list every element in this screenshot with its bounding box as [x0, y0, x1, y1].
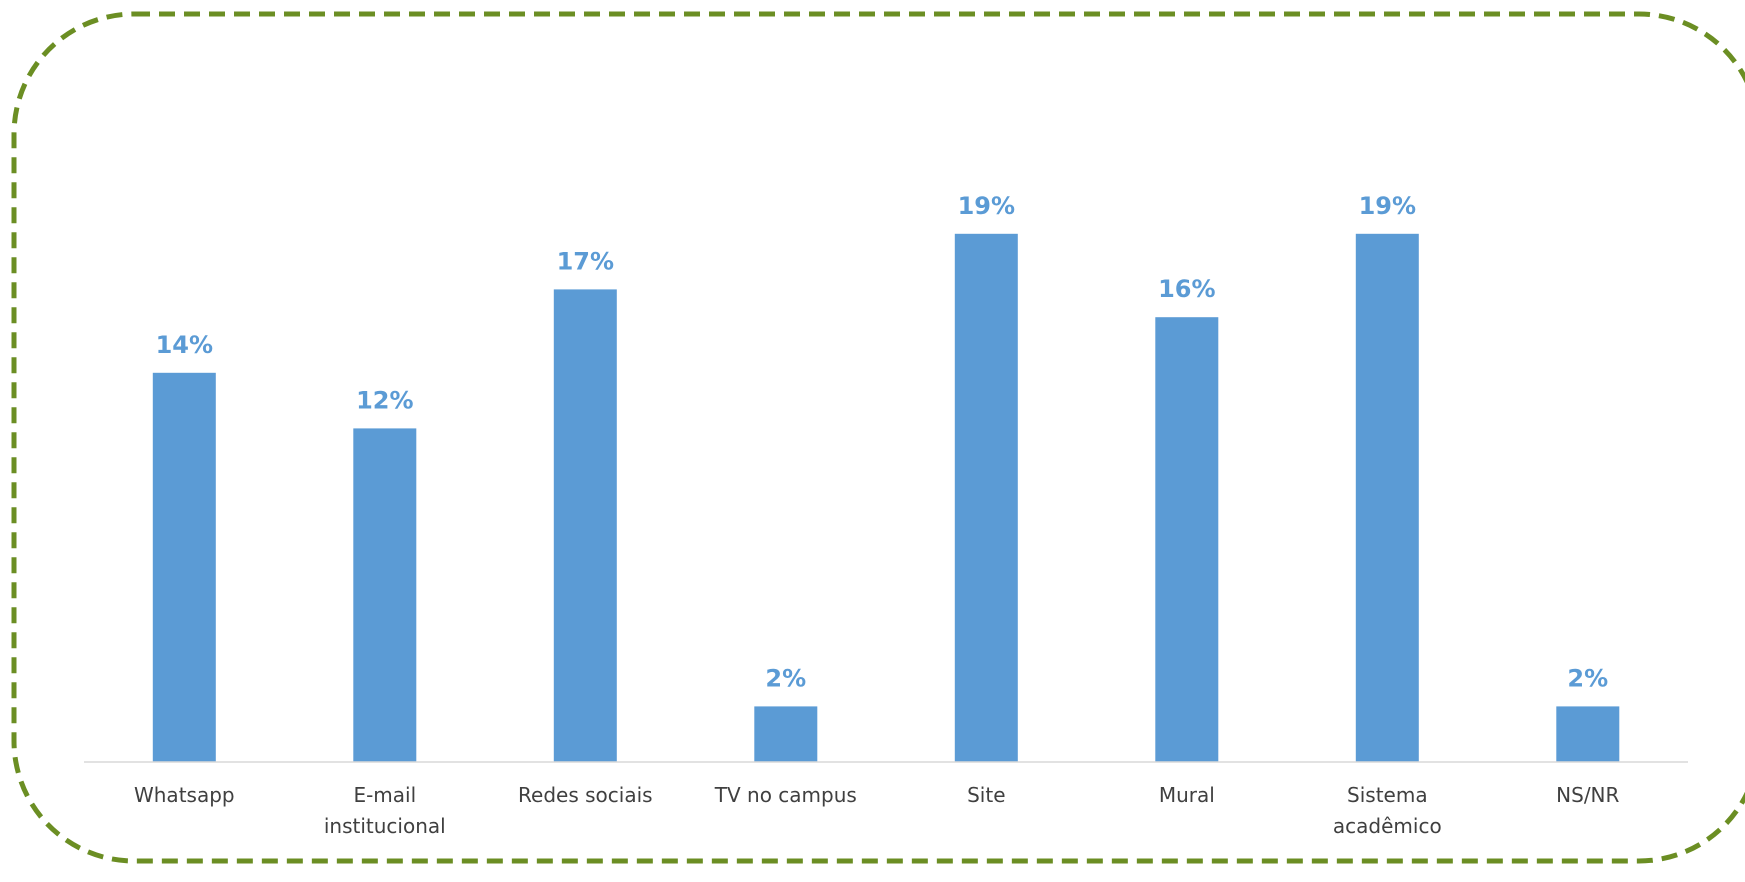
value-label: 12%: [356, 386, 413, 414]
value-labels-group: 14% 12% 17% 2% 19% 16% 19% 2%: [156, 192, 1609, 693]
value-label: 2%: [765, 664, 806, 692]
bar: [1556, 706, 1620, 762]
category-label-line: Sistema: [1347, 783, 1428, 807]
category-label-line: Redes sociais: [518, 783, 653, 807]
category-label-line: institucional: [324, 814, 446, 838]
value-label: 17%: [557, 247, 614, 275]
value-label: 19%: [1359, 192, 1416, 220]
category-label: Redes sociais: [518, 783, 653, 807]
category-label: E-mail institucional: [324, 783, 446, 838]
category-labels-group: Whatsapp E-mail institucional Redes sociais…: [134, 783, 1620, 838]
value-label: 14%: [156, 331, 213, 359]
bar: [1355, 233, 1419, 763]
category-label: Whatsapp: [134, 783, 235, 807]
category-label-line: NS/NR: [1556, 783, 1619, 807]
bar: [1155, 317, 1219, 762]
bar: [353, 428, 417, 762]
value-label: 16%: [1158, 275, 1215, 303]
bars-group: [152, 233, 1620, 763]
category-label-line: acadêmico: [1333, 814, 1442, 838]
chart-border: [11, 11, 1745, 864]
category-label: Mural: [1159, 783, 1215, 807]
category-label-line: Mural: [1159, 783, 1215, 807]
value-label: 2%: [1567, 664, 1608, 692]
bar: [152, 372, 216, 762]
category-label-line: TV no campus: [714, 783, 857, 807]
bar: [754, 706, 818, 762]
category-label-line: E-mail: [353, 783, 416, 807]
category-label: Site: [967, 783, 1005, 807]
category-label-line: Site: [967, 783, 1005, 807]
bar: [954, 233, 1018, 763]
category-label-line: Whatsapp: [134, 783, 235, 807]
category-label: TV no campus: [714, 783, 857, 807]
category-label: NS/NR: [1556, 783, 1619, 807]
value-label: 19%: [958, 192, 1015, 220]
category-label: Sistema acadêmico: [1333, 783, 1442, 838]
bar: [553, 289, 617, 762]
